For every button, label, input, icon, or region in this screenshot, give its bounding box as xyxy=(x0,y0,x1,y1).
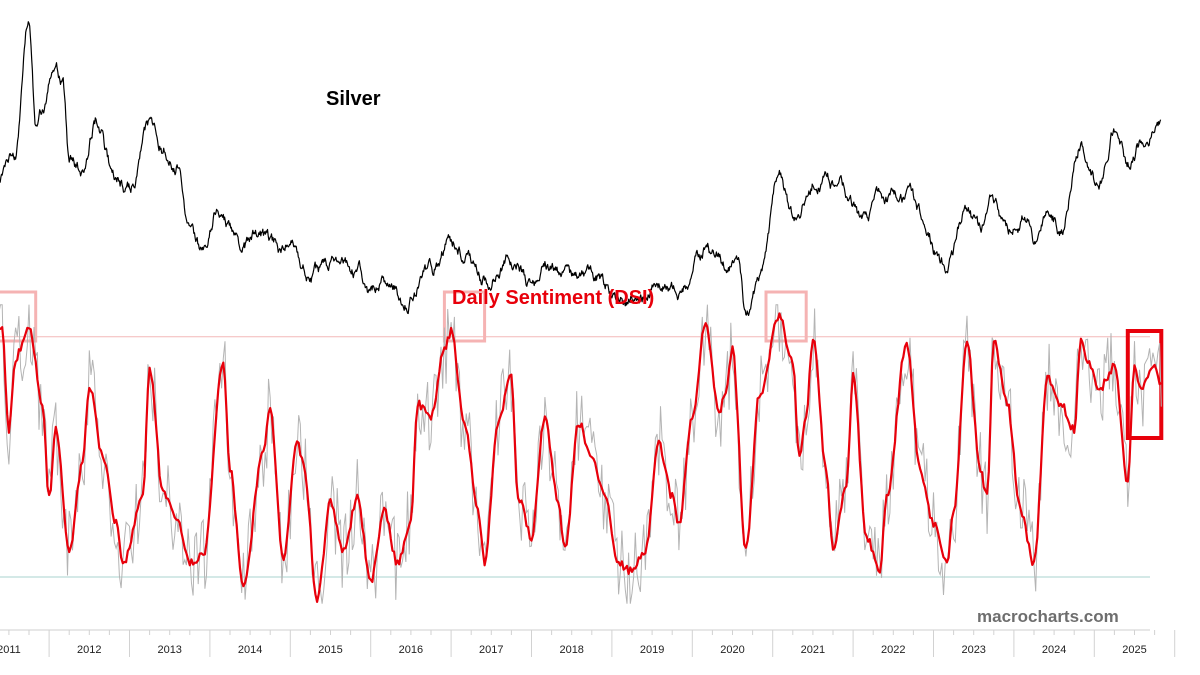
x-tick-label: 2012 xyxy=(77,644,101,656)
x-tick-label: 2024 xyxy=(1042,644,1066,656)
dsi-raw-line xyxy=(0,304,1162,604)
dsi-label: Daily Sentiment (DSI) xyxy=(452,287,654,309)
x-tick-label: 2018 xyxy=(559,644,583,656)
dsi-series-layer xyxy=(0,312,1162,603)
x-tick-label: 2014 xyxy=(238,644,262,656)
highlight-box-1 xyxy=(0,290,38,343)
highlight-box-2 xyxy=(442,290,487,343)
x-tick-label: 2015 xyxy=(318,644,342,656)
reference-lines xyxy=(0,336,1150,578)
x-tick-label: 2011 xyxy=(0,644,21,656)
x-tick-label: 2020 xyxy=(720,644,744,656)
silver-series-layer xyxy=(0,21,1162,316)
dsi-line xyxy=(0,312,1162,603)
source-watermark: macrocharts.com xyxy=(977,607,1119,626)
x-tick-label: 2022 xyxy=(881,644,905,656)
x-tick-label: 2017 xyxy=(479,644,503,656)
x-tick-label: 2019 xyxy=(640,644,664,656)
x-tick-label: 2021 xyxy=(801,644,825,656)
x-tick-label: 2023 xyxy=(961,644,985,656)
dsi-raw-layer xyxy=(0,304,1162,604)
x-tick-label: 2013 xyxy=(157,644,181,656)
silver-line xyxy=(0,21,1162,316)
silver-label: Silver xyxy=(326,88,381,110)
x-tick-label: 2016 xyxy=(399,644,423,656)
x-axis: 2011 2012 2013 2014 2015 2016 2017 2018 2019 2020… xyxy=(0,629,1176,657)
x-tick-label: 2025 xyxy=(1122,644,1146,656)
highlight-box-4 xyxy=(1125,329,1164,440)
